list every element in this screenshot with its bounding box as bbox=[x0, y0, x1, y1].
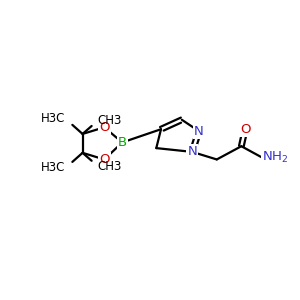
Text: CH3: CH3 bbox=[98, 114, 122, 127]
Text: CH3: CH3 bbox=[98, 160, 122, 172]
Text: N: N bbox=[194, 124, 204, 138]
Text: N: N bbox=[187, 146, 197, 158]
Text: O: O bbox=[99, 121, 110, 134]
Text: NH$_2$: NH$_2$ bbox=[262, 150, 289, 165]
Text: O: O bbox=[240, 123, 250, 136]
Text: H3C: H3C bbox=[41, 161, 65, 175]
Text: O: O bbox=[99, 153, 110, 166]
Text: H3C: H3C bbox=[41, 112, 65, 125]
Text: B: B bbox=[118, 136, 127, 149]
